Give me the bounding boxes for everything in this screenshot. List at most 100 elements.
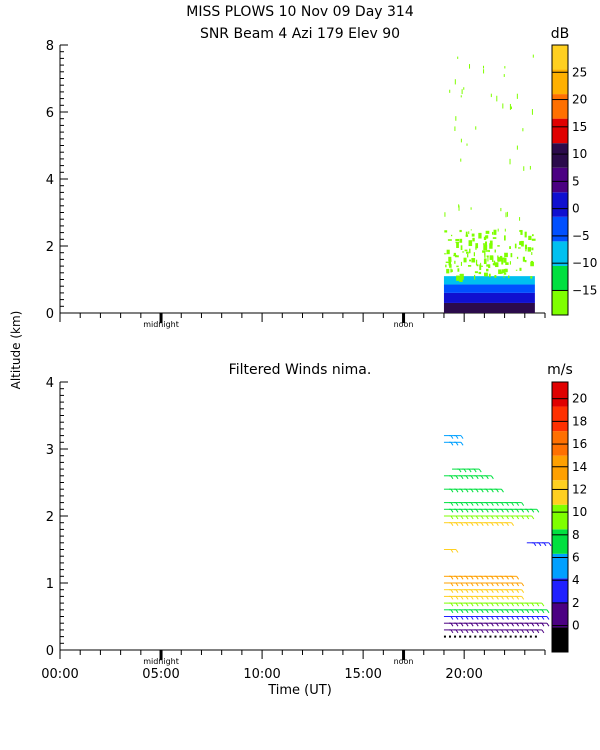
snr-layer (443, 292, 535, 303)
snr-cell (516, 256, 519, 259)
colorbar-tick-label: 25 (572, 65, 587, 79)
snr-cell (488, 249, 490, 253)
wind-barb-flag (478, 468, 482, 473)
snr-cell (446, 249, 450, 255)
snr-cell (530, 261, 534, 267)
wind-barb-flag (521, 589, 525, 593)
snr-cell (510, 106, 512, 110)
snr-cell (509, 261, 511, 265)
colorbar-frame (551, 381, 569, 653)
wind-barb-flag (546, 622, 550, 627)
wind-calm-point (459, 635, 462, 638)
snr-cell (487, 256, 489, 262)
wind-barb-flag (521, 596, 525, 600)
colorbar-tick-label: 14 (572, 460, 587, 474)
snr-cell (459, 238, 463, 243)
snr-cell (491, 231, 494, 235)
wind-calm-point (464, 635, 467, 638)
wind-calm-point (509, 635, 512, 638)
wind-calm-point (529, 635, 532, 638)
wind-calm-point (499, 635, 502, 638)
wind-calm-point (479, 635, 482, 638)
snr-cell (504, 228, 506, 232)
colorbar-segment (552, 455, 568, 481)
snr-cell (522, 256, 525, 262)
snr-cell (505, 262, 509, 265)
snr-cell (510, 253, 513, 258)
snr-cell (486, 264, 490, 267)
snr-cell (529, 165, 531, 170)
y-tick-label: 4 (46, 173, 54, 188)
snr-cell (470, 229, 472, 231)
snr-cell (484, 235, 488, 238)
snr-cell (494, 275, 497, 278)
wind-barb-flag (501, 488, 504, 493)
snr-cell (447, 239, 452, 241)
snr-cell (495, 262, 499, 268)
y-axis-label: Altitude (km) (9, 311, 23, 390)
x-tick-label: 15:00 (344, 667, 381, 682)
snr-cell (444, 230, 448, 233)
snr-cell (445, 261, 449, 263)
snr-cell (509, 246, 511, 249)
snr-cell (455, 116, 457, 121)
colorbar-tick-label: 5 (572, 174, 580, 188)
snr-cell (525, 249, 527, 252)
snr-cell (531, 234, 534, 237)
colorbar-segment (552, 504, 568, 530)
snr-cell (466, 251, 469, 254)
snr-cell (475, 243, 479, 249)
colorbar-tick-label: 6 (572, 551, 580, 565)
y-tick-label: 3 (46, 443, 54, 458)
marker-label: midnight (143, 657, 179, 666)
snr-cell (460, 245, 463, 251)
wind-calm-point (504, 635, 507, 638)
snr-cell (509, 158, 511, 165)
snr-cell (497, 245, 500, 247)
snr-cell (519, 267, 522, 271)
y-tick-label: 4 (46, 376, 54, 391)
colorbar-tick-label: −5 (572, 229, 590, 243)
snr-cell (503, 74, 505, 77)
wind-calm-point (443, 635, 446, 638)
snr-cell (480, 265, 483, 267)
snr-cell (457, 56, 459, 59)
snr-cell (492, 237, 497, 239)
snr-cell (454, 126, 456, 131)
snr-cell (459, 276, 463, 282)
snr-cell (445, 264, 447, 268)
snr-cell (531, 109, 533, 115)
x-axis-label: Time (UT) (267, 683, 332, 698)
snr-cell (460, 261, 462, 266)
snr-cell (472, 237, 475, 242)
colorbar-segment (552, 167, 568, 193)
snr-cell (485, 250, 490, 252)
snr-plot: 0 2 4 6 8 midnight noon (46, 39, 546, 329)
snr-cell (460, 95, 462, 98)
colorbar-tick-label: 8 (572, 528, 580, 542)
top-title-line2: SNR Beam 4 Azi 179 Elev 90 (200, 26, 400, 42)
snr-cell (483, 258, 487, 264)
snr-layer (443, 276, 535, 285)
snr-cell (531, 247, 534, 251)
snr-cell (497, 228, 499, 232)
snr-cell (518, 247, 521, 249)
colorbar-segment (552, 529, 568, 554)
snr-cell (467, 253, 469, 258)
snr-cell (483, 244, 488, 251)
wind-barb-flag (541, 602, 545, 607)
y-tick-label: 0 (46, 307, 54, 322)
snr-cell (460, 138, 462, 143)
colorbar-tick-label: 2 (572, 596, 580, 610)
colorbar-frame (551, 44, 569, 316)
snr-cell (478, 271, 482, 275)
snr-cell (501, 258, 504, 265)
wind-calm-point (534, 635, 537, 638)
snr-cell (454, 255, 459, 258)
wind-barb-flag (546, 609, 550, 614)
colorbar-tick-label: 0 (572, 202, 580, 216)
bottom-colorbar-unit: m/s (547, 362, 573, 378)
snr-cell (444, 212, 446, 217)
colorbar-segment (552, 431, 568, 456)
snr-cell (456, 265, 459, 268)
